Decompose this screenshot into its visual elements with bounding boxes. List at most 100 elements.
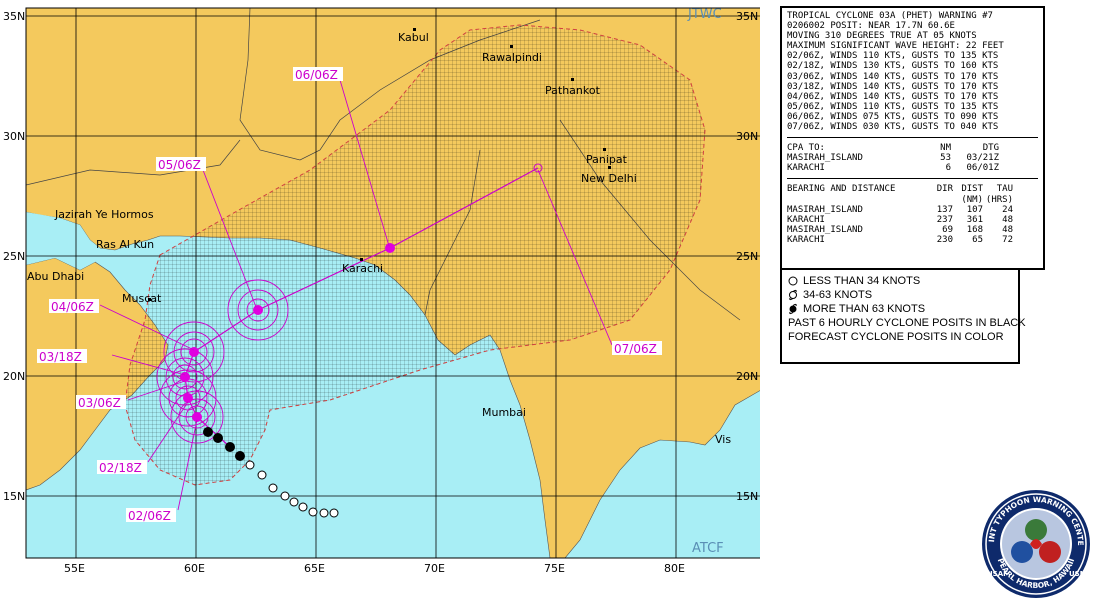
legend-label: MORE THAN 63 KNOTS <box>803 303 926 315</box>
agency-bottom: ATCF <box>692 541 724 556</box>
bearing-cell: 107 <box>966 204 983 215</box>
bearing-col: TAU <box>996 184 1013 195</box>
lat-label-right-30: 30N <box>736 130 758 143</box>
agency-top: JTWC <box>687 7 722 22</box>
tau-label-0706z: 07/06Z <box>614 342 657 356</box>
tau-label-0306z: 03/06Z <box>78 396 121 410</box>
lat-label-left-35: 35N <box>3 10 25 23</box>
legend-label: PAST 6 HOURLY CYCLONE POSITS IN BLACK <box>788 317 1026 329</box>
place-pathankot: Pathankot <box>545 84 601 97</box>
forecast-line: 04/06Z, WINDS 140 KTS, GUSTS TO 170 KTS <box>787 91 999 102</box>
place-panipat: Panipat <box>586 153 628 166</box>
filled-storm-icon <box>789 303 797 315</box>
forecast-line: 05/06Z, WINDS 110 KTS, GUSTS TO 135 KTS <box>787 101 999 112</box>
bearing-cell: 137 <box>936 204 953 215</box>
forecast-line: 06/06Z, WINDS 075 KTS, GUSTS TO 090 KTS <box>787 111 999 122</box>
cpa-cell: MASIRAH_ISLAND <box>787 153 863 164</box>
lat-label-right-25: 25N <box>736 250 758 263</box>
cpa-col-dtg: DTG <box>982 143 999 154</box>
cyclone-track-map: Kabul Rawalpindi Pathankot Panipat New D… <box>3 7 760 575</box>
legend-item: MORE THAN 63 KNOTS <box>788 302 1012 316</box>
tau-label-0606z: 06/06Z <box>295 68 338 82</box>
seal-usaf: USAF <box>987 570 1008 578</box>
lon-label-70: 70E <box>424 562 445 575</box>
place-jazirah: Jazirah Ye Hormos <box>54 208 154 221</box>
cpa-row: KARACHI 6 06/01Z <box>787 163 1038 173</box>
seal-usn: USN <box>1069 570 1086 578</box>
bearing-row: MASIRAH_ISLAND 137 107 24 <box>787 205 1038 215</box>
lat-label-right-15: 15N <box>736 490 758 503</box>
bearing-cell: 48 <box>1002 224 1013 235</box>
bearing-cell: 48 <box>1002 214 1013 225</box>
cpa-cell: 6 <box>945 163 951 174</box>
forecast-line: 07/06Z, WINDS 030 KTS, GUSTS TO 040 KTS <box>787 122 999 133</box>
open-circle-icon <box>788 276 798 286</box>
legend-label: 34-63 KNOTS <box>803 289 873 301</box>
tau-label-0506z: 05/06Z <box>158 158 201 172</box>
legend-item: 34-63 KNOTS <box>788 288 1012 302</box>
tau-label-0318z: 03/18Z <box>39 350 82 364</box>
bearing-col: DIST <box>961 184 983 195</box>
forecast-line: 03/06Z, WINDS 140 KTS, GUSTS TO 170 KTS <box>787 71 999 82</box>
warning-moving: MOVING 310 DEGREES TRUE AT 05 KNOTS <box>787 31 977 42</box>
warning-posit: 0206002 POSIT: NEAR 17.7N 60.6E <box>787 21 955 32</box>
bearing-cell: 230 <box>936 234 953 245</box>
legend-item: FORECAST CYCLONE POSITS IN COLOR <box>788 330 1012 344</box>
tau-label-0406z: 04/06Z <box>51 300 94 314</box>
cpa-row: MASIRAH_ISLAND 53 03/21Z <box>787 153 1038 163</box>
bearing-cell: 361 <box>966 214 983 225</box>
warning-wave: MAXIMUM SIGNIFICANT WAVE HEIGHT: 22 FEET <box>787 41 1004 52</box>
wind-radii <box>156 279 289 444</box>
bearing-row: KARACHI 230 65 72 <box>787 235 1038 245</box>
bearing-header: BEARING AND DISTANCE DIR DIST TAU <box>787 184 1038 194</box>
tau-label-0206z: 02/06Z <box>128 509 171 523</box>
cpa-col-nm: NM <box>940 143 951 154</box>
cpa-cell: 06/01Z <box>966 163 999 174</box>
place-muscat: Muscat <box>122 292 162 305</box>
lon-label-65: 65E <box>304 562 325 575</box>
lat-label-right-20: 20N <box>736 370 758 383</box>
place-vis: Vis <box>715 433 731 446</box>
divider <box>787 178 1038 180</box>
cpa-header: CPA TO: NM DTG <box>787 143 1038 153</box>
bearing-cell: 72 <box>1002 234 1013 245</box>
bearing-cell: MASIRAH_ISLAND <box>787 204 863 215</box>
forecast-line: 02/06Z, WINDS 110 KTS, GUSTS TO 135 KTS <box>787 51 999 62</box>
warning-title: TROPICAL CYCLONE 03A (PHET) WARNING #7 <box>787 11 993 21</box>
place-ras-al-kun: Ras Al Kun <box>96 238 154 251</box>
place-abu-dhabi: Abu Dhabi <box>27 270 84 283</box>
lat-label-right-35: 35N <box>736 10 758 23</box>
legend-item: PAST 6 HOURLY CYCLONE POSITS IN BLACK <box>788 316 1026 330</box>
legend-label: FORECAST CYCLONE POSITS IN COLOR <box>788 331 1004 343</box>
forecast-line: 02/18Z, WINDS 130 KTS, GUSTS TO 160 KTS <box>787 61 999 72</box>
danger-area <box>124 24 706 486</box>
bearing-col: DIR <box>936 184 953 195</box>
bearing-cell: 24 <box>1002 204 1013 215</box>
forecast-line: 03/18Z, WINDS 140 KTS, GUSTS TO 170 KTS <box>787 81 999 92</box>
place-new-delhi: New Delhi <box>581 172 637 185</box>
bearing-cell: 65 <box>972 234 983 245</box>
bearing-cell: KARACHI <box>787 234 825 245</box>
storm-symbol-icon <box>789 289 797 301</box>
gulf-water <box>26 212 100 270</box>
legend-panel: LESS THAN 34 KNOTS 34-63 KNOTS MORE THAN… <box>780 268 1026 364</box>
legend-label: LESS THAN 34 KNOTS <box>803 275 921 287</box>
cpa-cell: 53 <box>940 153 951 164</box>
bearing-unit: (HRS) <box>985 194 1013 205</box>
forecast-positions <box>180 163 543 422</box>
bearing-cell: KARACHI <box>787 214 825 225</box>
lat-label-left-25: 25N <box>3 250 25 263</box>
place-kabul: Kabul <box>398 31 429 44</box>
bearing-unit: (NM) <box>961 194 983 205</box>
lon-label-80: 80E <box>664 562 685 575</box>
warning-panel: TROPICAL CYCLONE 03A (PHET) WARNING #7 0… <box>780 6 1045 270</box>
bearing-row: MASIRAH_ISLAND 69 168 48 <box>787 225 1038 235</box>
divider <box>787 137 1038 139</box>
lon-label-55: 55E <box>64 562 85 575</box>
lat-label-left-20: 20N <box>3 370 25 383</box>
place-karachi: Karachi <box>342 262 383 275</box>
cpa-cell: KARACHI <box>787 163 825 174</box>
tau-label-0218z: 02/18Z <box>99 461 142 475</box>
lat-label-left-30: 30N <box>3 130 25 143</box>
place-rawalpindi: Rawalpindi <box>482 51 542 64</box>
